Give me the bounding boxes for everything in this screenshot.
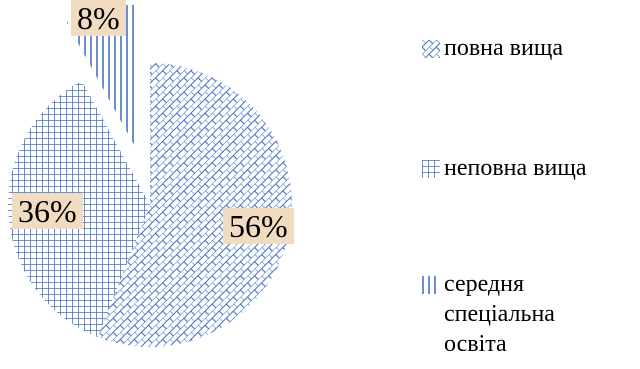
legend-label-2: середня спеціальна освіта [444, 271, 555, 357]
legend-item-1: неповна вища [422, 153, 586, 183]
data-label-2: 8% [71, 0, 126, 36]
pie-chart [8, 4, 292, 347]
pie-slice-0 [97, 63, 292, 347]
legend-item-0: повна вища [422, 33, 563, 63]
legend-swatch-vlines-icon [422, 276, 440, 294]
pie-slice-2 [66, 4, 136, 147]
data-label-1: 36% [12, 193, 83, 229]
data-label-0: 56% [223, 208, 294, 244]
legend-swatch-brick-icon [422, 40, 440, 58]
legend-label-0: повна вища [444, 35, 563, 61]
legend-item-2: середня спеціальна освіта [422, 269, 555, 359]
legend: повна вища неповна вища середня спеціаль… [422, 0, 640, 369]
legend-label-1: неповна вища [444, 155, 587, 181]
legend-swatch-grid-icon [422, 160, 440, 178]
